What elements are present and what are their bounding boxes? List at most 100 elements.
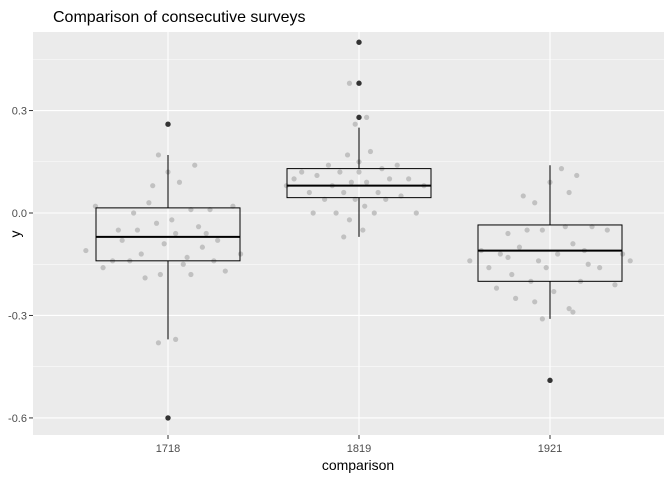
jitter-point (344, 152, 351, 158)
box-iqr (95, 207, 241, 262)
jitter-point (627, 258, 633, 264)
x-tick-label: 1718 (156, 443, 180, 455)
x-axis: 1718 1819 1921 (156, 435, 562, 455)
jitter-point (619, 251, 626, 257)
jitter-point (386, 176, 393, 182)
y-axis: -0.6 -0.3 0.0 0.3 (8, 106, 33, 425)
jitter-point (467, 258, 473, 264)
jitter-point (543, 265, 549, 271)
chart-title: Comparison of consecutive surveys (53, 9, 306, 26)
jitter-point (532, 200, 538, 206)
y-tick-label: -0.3 (8, 310, 27, 322)
outlier-point (165, 121, 171, 127)
jitter-point (364, 114, 370, 120)
jitter-point (532, 299, 538, 305)
box-iqr (477, 224, 623, 282)
boxplot-1819 (286, 127, 432, 237)
jitter-point (612, 282, 618, 288)
jitter-point (346, 217, 353, 223)
jitter-point (516, 244, 523, 250)
jitter-point (551, 288, 557, 295)
jitter-point (169, 217, 175, 223)
x-axis-title: comparison (322, 457, 394, 473)
y-tick-label: 0.0 (12, 208, 27, 220)
jitter-point (146, 200, 152, 206)
box-iqr (286, 168, 432, 199)
jitter-point (138, 251, 144, 257)
jitter-point (283, 183, 290, 189)
outlier-point (547, 377, 553, 384)
jitter-point (188, 271, 194, 278)
jitter-point (585, 261, 591, 267)
jitter-point (520, 193, 526, 199)
jitter-point (83, 247, 89, 254)
jitter-point (131, 210, 137, 216)
outlier-point (356, 80, 362, 86)
jitter-point (566, 306, 572, 312)
jitter-point (203, 230, 209, 237)
jitter-point (493, 285, 500, 291)
jitter-point (119, 237, 125, 243)
outlier-point (165, 415, 171, 421)
jitter-point (413, 210, 419, 216)
jitter-point (333, 210, 339, 216)
jitter-point (566, 189, 572, 196)
y-axis-title: y (7, 231, 23, 238)
jitter-point (134, 227, 141, 233)
jitter-point (371, 210, 377, 216)
boxplot-1718 (95, 154, 241, 340)
jitter-point (346, 80, 353, 86)
jitter-point (555, 251, 561, 257)
grid-lines (33, 32, 664, 435)
jitter-point (375, 189, 381, 196)
jitter-point (362, 203, 368, 209)
jitter-point (513, 295, 519, 301)
outlier-points (165, 39, 553, 421)
jitter-point (100, 265, 106, 271)
jitter-point (574, 172, 580, 179)
jitter-point (299, 169, 305, 175)
outlier-point (356, 39, 362, 45)
jitter-point (115, 227, 121, 233)
jitter-point (155, 152, 162, 158)
jitter-point (348, 179, 354, 185)
jitter-point (367, 148, 374, 155)
jitter-point (153, 220, 160, 226)
x-tick-label: 1819 (347, 443, 371, 455)
jitter-point (184, 254, 190, 261)
x-tick-label: 1921 (538, 443, 562, 455)
jitter-point (505, 254, 511, 261)
jitter-point (161, 241, 167, 247)
jitter-point (505, 230, 511, 237)
jitter-point (310, 210, 316, 216)
jitter-point (509, 271, 515, 278)
boxplots (95, 127, 623, 340)
jitter-point (352, 121, 358, 127)
jitter-point (180, 261, 186, 267)
jitter-point (199, 244, 205, 250)
jitter-point (306, 189, 312, 196)
jitter-point (192, 162, 198, 168)
jitter-point (222, 268, 228, 274)
jitter-point (155, 340, 162, 346)
jitter-point (406, 176, 412, 182)
jitter-point (215, 237, 221, 243)
jitter-point (237, 251, 244, 257)
jitter-point (356, 169, 362, 175)
jitter-point (539, 227, 545, 233)
jitter-point (195, 224, 202, 230)
plot-panel (33, 32, 664, 435)
jitter-point (486, 265, 492, 271)
jitter-point (341, 234, 347, 240)
jitter-point (176, 179, 183, 185)
y-tick-label: -0.6 (8, 413, 27, 425)
jitter-point (524, 227, 530, 233)
jitter-point (364, 179, 370, 185)
jitter-point (570, 309, 576, 315)
jitter-point (394, 162, 400, 168)
jitter-point (597, 265, 603, 271)
jitter-point (570, 241, 576, 247)
jitter-point (314, 172, 320, 179)
jitter-point (337, 169, 343, 175)
